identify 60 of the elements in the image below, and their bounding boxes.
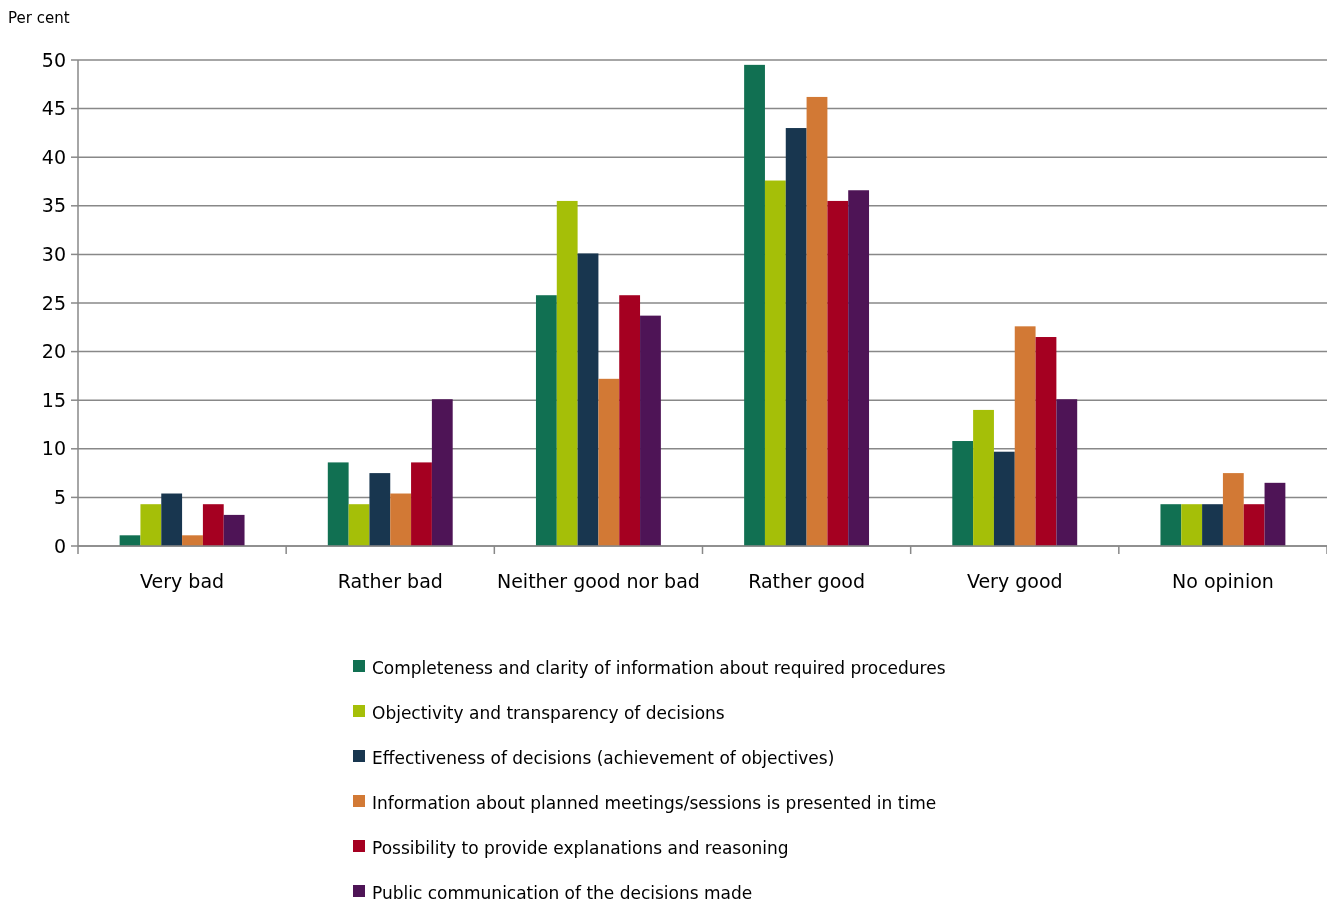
bar <box>993 451 1015 546</box>
y-tick-label: 5 <box>53 486 66 509</box>
y-tick-label: 10 <box>41 437 66 460</box>
x-tick-label: Very good <box>966 570 1063 592</box>
x-tick-label: Rather good <box>748 570 866 592</box>
legend-label: Effectiveness of decisions (achievement of objectives) <box>372 747 835 768</box>
y-tick-label: 30 <box>41 243 66 266</box>
bar <box>764 180 786 546</box>
legend-label: Public communication of the decisions made <box>372 882 753 903</box>
y-tick-label: 45 <box>41 97 66 120</box>
y-tick-label: 15 <box>41 388 66 411</box>
y-tick-label: 25 <box>41 291 66 314</box>
legend-label: Completeness and clarity of information about required procedures <box>372 657 946 678</box>
y-tick-label: 50 <box>41 48 66 71</box>
bar <box>327 462 349 546</box>
bar <box>598 378 620 546</box>
bar <box>619 295 641 546</box>
x-tick-label: Rather bad <box>337 570 443 592</box>
bar <box>744 64 765 546</box>
bar <box>1181 504 1203 546</box>
bar <box>161 493 183 546</box>
bar <box>1264 482 1286 546</box>
y-tick-label: 35 <box>41 194 66 217</box>
bar <box>223 514 245 546</box>
legend-label: Objectivity and transparency of decisions <box>372 702 725 723</box>
bar <box>1243 504 1265 546</box>
bar <box>369 473 391 546</box>
bar <box>1056 399 1078 546</box>
y-axis-title: Per cent <box>8 9 70 27</box>
y-tick-label: 20 <box>41 340 66 363</box>
bar <box>1202 504 1223 546</box>
bar <box>577 253 599 546</box>
bar <box>535 295 557 546</box>
x-tick-label: Very bad <box>140 570 225 592</box>
x-tick-label: No opinion <box>1172 570 1274 592</box>
bar <box>140 504 162 546</box>
bar <box>640 315 661 546</box>
bar <box>848 190 870 546</box>
y-tick-label: 40 <box>41 145 66 168</box>
bar <box>556 200 578 546</box>
bar <box>1035 337 1057 546</box>
legend-label: Possibility to provide explanations and reasoning <box>372 837 789 858</box>
bar <box>973 409 994 546</box>
legend-label: Information about planned meetings/sessions is presented in time <box>372 792 937 813</box>
bar <box>806 96 828 546</box>
bar <box>431 399 453 546</box>
bar <box>119 535 141 546</box>
bar <box>1160 504 1182 546</box>
bar <box>182 535 203 546</box>
bar <box>827 200 849 546</box>
bar <box>348 504 370 546</box>
bar <box>202 504 224 546</box>
bar <box>1014 326 1036 546</box>
y-tick-label: 0 <box>53 534 66 557</box>
bar <box>411 462 432 546</box>
bar <box>785 128 807 546</box>
x-tick-label: Neither good nor bad <box>496 570 700 592</box>
bar <box>1222 473 1244 546</box>
bar <box>390 493 412 546</box>
bar <box>952 441 974 546</box>
